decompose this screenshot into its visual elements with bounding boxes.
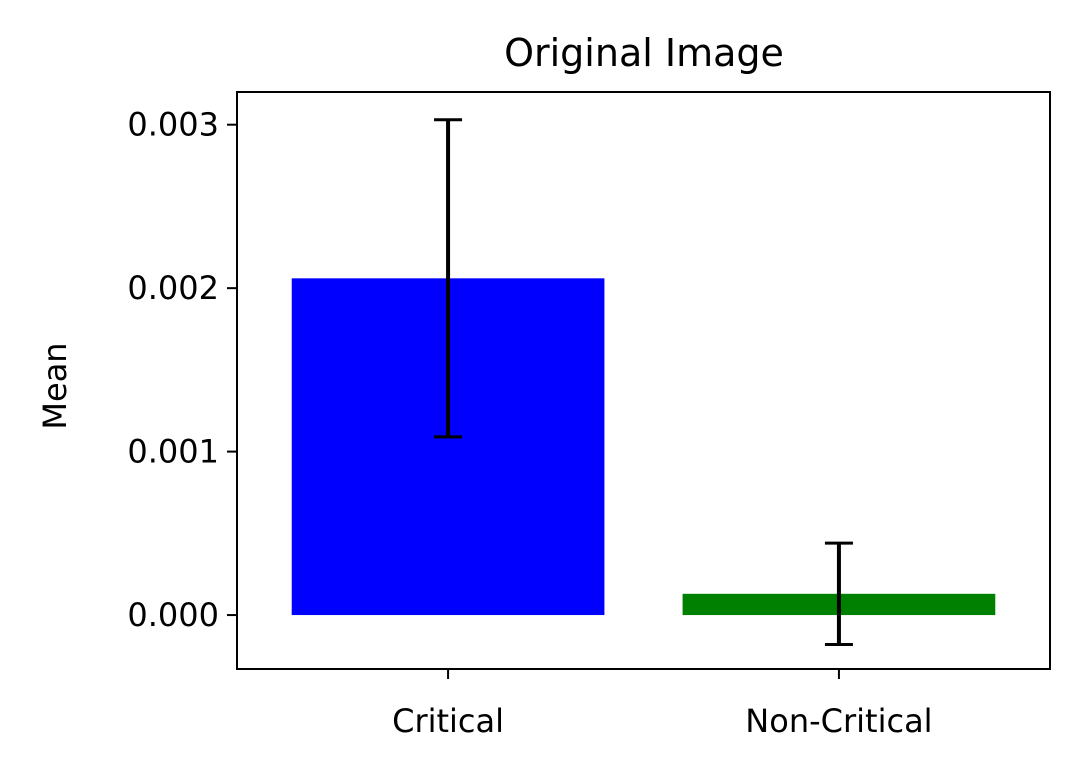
x-tick-label: Non-Critical [745, 702, 932, 740]
x-tick-label: Critical [392, 702, 504, 740]
y-tick-label: 0.003 [127, 106, 219, 144]
chart-title: Original Image [504, 31, 784, 75]
y-axis-label: Mean [36, 342, 74, 429]
plot-frame [236, 91, 1051, 670]
y-tick-label: 0.001 [127, 433, 219, 471]
y-tick-label: 0.002 [127, 269, 219, 307]
y-tick-label: 0.000 [127, 596, 219, 634]
plot-area: Critical Non-Critical 0.000 0.001 0.002 0.003 [127, 106, 996, 740]
